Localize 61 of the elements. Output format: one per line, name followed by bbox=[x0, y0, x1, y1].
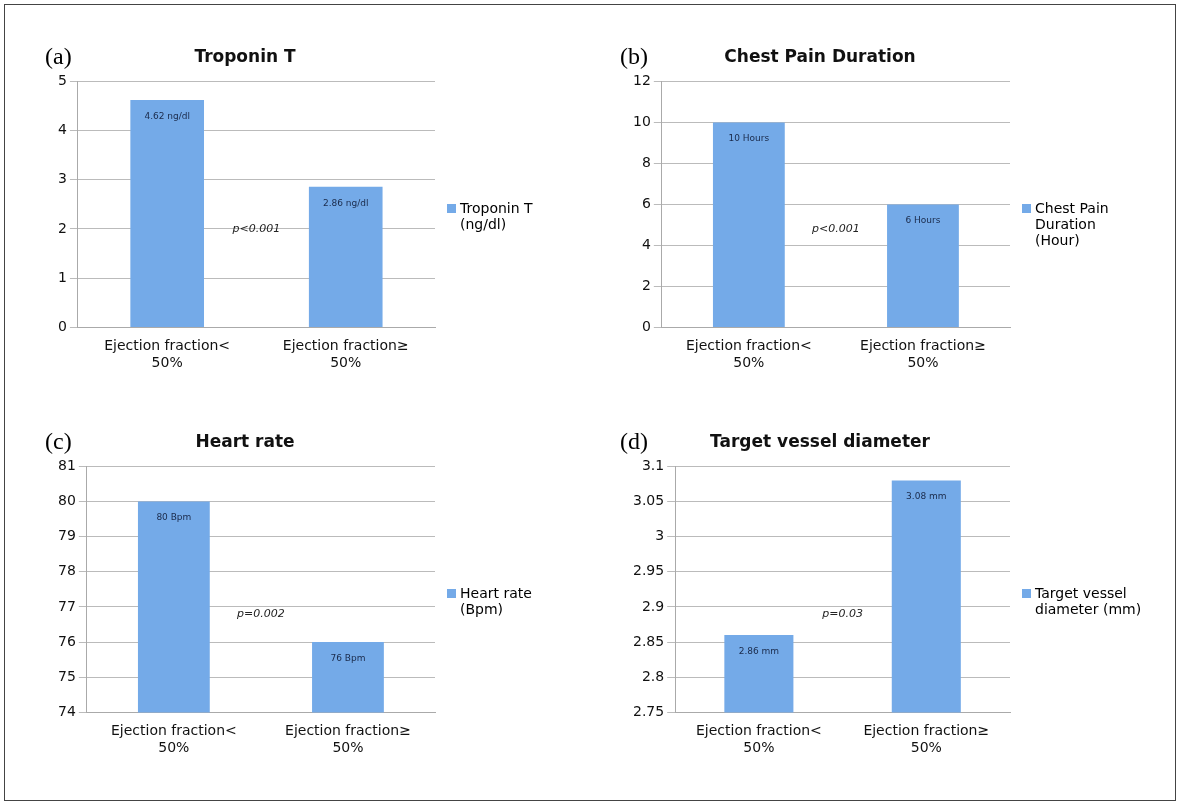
data-label: 4.62 ng/dl bbox=[144, 110, 190, 121]
data-label: 10 Hours bbox=[728, 133, 770, 144]
data-label: 80 Bpm bbox=[156, 512, 192, 523]
x-tick-label: Ejection fraction< 50% bbox=[685, 337, 812, 371]
legend-label: Chest Pain Duration (Hour) bbox=[1035, 200, 1110, 248]
text: (a) bbox=[45, 43, 72, 70]
x-tick-label: Ejection fraction≥ 50% bbox=[860, 337, 986, 371]
data-label: 6 Hours bbox=[905, 215, 941, 226]
y-tick-label: 3.1 bbox=[641, 457, 665, 474]
y-tick-label: 81 bbox=[57, 457, 76, 474]
x-tick-label: Ejection fraction≥ 50% bbox=[863, 722, 990, 756]
chart-title: Target vessel diameter bbox=[710, 430, 931, 451]
y-tick-label: 3 bbox=[655, 527, 665, 544]
y-tick-label: 3.05 bbox=[633, 492, 665, 509]
y-tick-label: 6 bbox=[641, 195, 651, 212]
y-tick-label: 2.8 bbox=[641, 667, 665, 684]
data-label: 2.86 ng/dl bbox=[322, 197, 369, 208]
annotation: p<0.001 bbox=[811, 222, 860, 236]
chart-title: Heart rate bbox=[195, 430, 295, 451]
y-tick-label: 78 bbox=[57, 562, 76, 579]
y-tick-label: 79 bbox=[57, 527, 76, 544]
y-tick-label: 1 bbox=[57, 268, 67, 285]
y-tick-label: 2 bbox=[57, 219, 67, 236]
annotation: p<0.001 bbox=[231, 222, 281, 236]
text: (b) bbox=[620, 43, 648, 70]
annotation: p=0.002 bbox=[236, 607, 285, 621]
y-tick-label: 76 bbox=[57, 632, 76, 649]
data-label: 3.08 mm bbox=[906, 491, 947, 502]
y-tick-label: 2.9 bbox=[641, 597, 665, 614]
chart-title: Chest Pain Duration bbox=[724, 45, 916, 66]
y-tick-label: 2.95 bbox=[633, 562, 665, 579]
x-tick-label: Ejection fraction≥ 50% bbox=[285, 722, 411, 756]
y-tick-label: 12 bbox=[632, 72, 651, 89]
y-tick-label: 2 bbox=[641, 277, 651, 294]
text: (c) bbox=[45, 428, 72, 455]
y-tick-label: 0 bbox=[641, 318, 651, 335]
data-label: 2.86 mm bbox=[738, 645, 780, 656]
y-tick-label: 2.85 bbox=[633, 632, 665, 649]
x-tick-label: Ejection fraction≥ 50% bbox=[282, 337, 409, 371]
y-tick-label: 80 bbox=[57, 492, 76, 509]
y-tick-label: 5 bbox=[57, 72, 67, 89]
x-tick-label: Ejection fraction< 50% bbox=[110, 722, 237, 756]
text: (d) bbox=[620, 428, 648, 455]
legend-label: Heart rate (Bpm) bbox=[460, 585, 533, 617]
x-tick-label: Ejection fraction< 50% bbox=[104, 337, 231, 371]
data-label: 76 Bpm bbox=[330, 652, 366, 663]
legend-label: Troponin T (ng/dl) bbox=[460, 200, 534, 232]
chart-title: Troponin T bbox=[194, 45, 296, 66]
y-tick-label: 10 bbox=[632, 113, 651, 130]
x-tick-label: Ejection fraction< 50% bbox=[695, 722, 822, 756]
legend-label: Target vessel diameter (mm) bbox=[1035, 585, 1142, 617]
y-tick-label: 2.75 bbox=[633, 703, 665, 720]
y-tick-label: 77 bbox=[57, 597, 76, 614]
y-tick-label: 4 bbox=[57, 121, 67, 138]
y-tick-label: 75 bbox=[57, 667, 76, 684]
y-tick-label: 0 bbox=[57, 318, 67, 335]
y-tick-label: 74 bbox=[57, 703, 76, 720]
y-tick-label: 3 bbox=[57, 170, 67, 187]
annotation: p=0.03 bbox=[821, 607, 863, 621]
y-tick-label: 4 bbox=[641, 236, 651, 253]
y-tick-label: 8 bbox=[641, 154, 651, 171]
